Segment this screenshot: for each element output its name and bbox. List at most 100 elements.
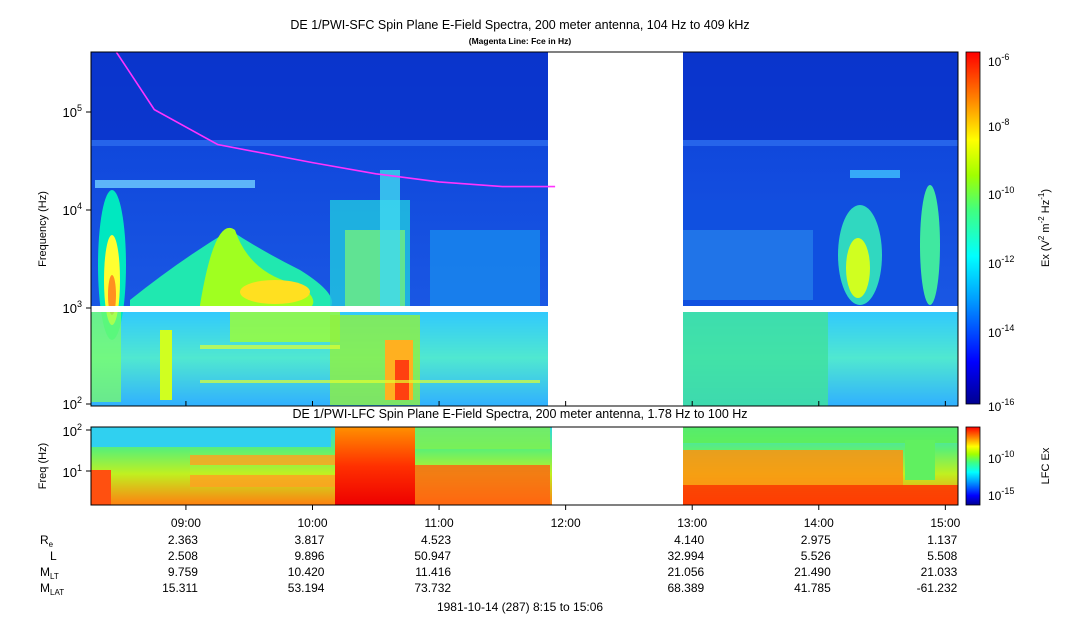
- ephemeris-value: 1.137: [927, 533, 957, 547]
- lfc-patch: [91, 427, 331, 447]
- top-colorbar-label: Ex (V2 m-2 Hz-1): [1037, 189, 1052, 267]
- ephemeris-value: 53.194: [288, 581, 325, 595]
- ephemeris-value: 10.420: [288, 565, 325, 579]
- emission-patch: [91, 140, 551, 146]
- time-axis: 09:00 10:00 11:00 12:00 13:00 14:00 15:00: [171, 401, 961, 530]
- top-y-axis: 102 103 104 105 Frequency (Hz): [37, 103, 91, 412]
- lower-chart-title: DE 1/PWI-LFC Spin Plane E-Field Spectra,…: [292, 407, 747, 421]
- time-tick-label: 13:00: [677, 516, 707, 530]
- emission-patch: [108, 275, 116, 315]
- emission-patch: [683, 310, 828, 406]
- ephemeris-value: 21.056: [668, 565, 705, 579]
- top-colorbar-tick: 10-12: [988, 254, 1014, 271]
- ephemeris-value: 15.311: [162, 581, 198, 595]
- emission-patch: [430, 230, 540, 308]
- ephemeris-value: 9.759: [168, 565, 198, 579]
- emission-patch: [230, 312, 340, 342]
- emission-patch: [920, 185, 940, 305]
- lower-colorbar-label: LFC Ex: [1040, 447, 1052, 484]
- emission-patch: [200, 380, 540, 383]
- ephemeris-value: 21.033: [921, 565, 958, 579]
- lfc-patch: [683, 450, 903, 485]
- ephemeris-value: 2.508: [168, 549, 198, 563]
- ephemeris-value: 2.975: [801, 533, 831, 547]
- top-colorbar: 10-6 10-8 10-10 10-12 10-14 10-16 Ex (V2…: [965, 51, 1052, 414]
- ephemeris-row-label: L: [50, 549, 57, 563]
- ephemeris-table: Re 2.363 3.817 4.523 4.140 2.975 1.137 L 2.508 9.…: [40, 533, 958, 597]
- top-y-axis-label: Frequency (Hz): [37, 191, 49, 267]
- ephemeris-value: 68.389: [668, 581, 705, 595]
- time-tick-label: 12:00: [551, 516, 581, 530]
- emission-patch: [200, 345, 340, 349]
- top-y-tick-label: 104: [63, 201, 82, 218]
- ephemeris-row-label: Re: [40, 533, 54, 549]
- time-tick-label: 11:00: [424, 516, 453, 530]
- lower-spectrogram: [91, 427, 958, 505]
- top-data-gap: [548, 52, 683, 406]
- emission-patch: [95, 180, 255, 188]
- lower-colorbar: 10-10 10-15 LFC Ex: [965, 426, 1052, 506]
- top-colorbar-scale: [965, 51, 981, 405]
- ephemeris-value: 2.363: [168, 533, 198, 547]
- top-colorbar-tick: 10-6: [988, 52, 1009, 69]
- emission-patch: [846, 238, 870, 298]
- time-range-footer: 1981-10-14 (287) 8:15 to 15:06: [437, 600, 603, 614]
- ephemeris-value: 5.526: [801, 549, 831, 563]
- top-y-tick-label: 105: [63, 103, 82, 120]
- top-colorbar-tick: 10-10: [988, 185, 1014, 202]
- lower-y-axis-label: Freq (Hz): [37, 443, 49, 489]
- emission-patch: [240, 280, 310, 304]
- ephemeris-value: 3.817: [294, 533, 324, 547]
- lower-colorbar-tick: 10-15: [988, 486, 1014, 503]
- ephemeris-value: 41.785: [794, 581, 831, 595]
- ephemeris-value: 50.947: [414, 549, 451, 563]
- top-spectrogram-band-high: [91, 52, 958, 140]
- ephemeris-value: 11.416: [415, 565, 451, 579]
- band-separator: [91, 306, 958, 312]
- lfc-patch: [190, 475, 340, 487]
- ephemeris-row-label: MLT: [40, 565, 59, 581]
- top-plot-frame: [90, 51, 959, 407]
- top-chart-subtitle: (Magenta Line: Fce in Hz): [469, 36, 572, 46]
- lfc-patch: [683, 427, 958, 443]
- ephemeris-value: 32.994: [668, 549, 705, 563]
- ephemeris-value: 21.490: [794, 565, 831, 579]
- lfc-patch: [415, 427, 550, 449]
- time-tick-label: 10:00: [297, 516, 327, 530]
- emission-patch: [160, 330, 172, 400]
- emission-patch: [91, 312, 121, 402]
- ephemeris-value: 73.732: [414, 581, 451, 595]
- ephemeris-value: 4.140: [674, 533, 704, 547]
- time-tick-label: 14:00: [804, 516, 834, 530]
- top-colorbar-tick: 10-14: [988, 323, 1014, 340]
- ephemeris-value: 5.508: [927, 549, 957, 563]
- top-colorbar-tick: 10-16: [988, 397, 1014, 414]
- ephemeris-row-label: MLAT: [40, 581, 64, 597]
- emission-patch: [683, 140, 958, 146]
- lower-colorbar-scale: [965, 426, 981, 506]
- lfc-patch: [335, 427, 415, 505]
- lfc-patch: [415, 465, 550, 505]
- ephemeris-value: 4.523: [421, 533, 451, 547]
- ephemeris-value: -61.232: [917, 581, 958, 595]
- ephemeris-value: 9.896: [294, 549, 324, 563]
- emission-patch: [380, 170, 400, 310]
- lfc-patch: [91, 470, 111, 505]
- top-spectrogram: [91, 52, 958, 406]
- lower-y-axis: 102 101 Freq (Hz): [37, 422, 91, 489]
- lower-data-gap: [552, 427, 683, 505]
- lower-y-tick-label: 102: [63, 422, 82, 439]
- lfc-patch: [905, 440, 935, 480]
- lfc-patch: [683, 485, 958, 505]
- time-tick-label: 09:00: [171, 516, 201, 530]
- lower-colorbar-tick: 10-10: [988, 449, 1014, 466]
- emission-patch: [850, 170, 900, 178]
- lower-y-tick-label: 101: [63, 463, 82, 480]
- lower-plot-frame: [90, 426, 959, 506]
- emission-patch: [683, 230, 813, 300]
- lfc-patch: [190, 455, 340, 465]
- top-y-tick-label: 103: [63, 299, 82, 316]
- top-chart-title: DE 1/PWI-SFC Spin Plane E-Field Spectra,…: [290, 18, 749, 32]
- time-tick-label: 15:00: [930, 516, 960, 530]
